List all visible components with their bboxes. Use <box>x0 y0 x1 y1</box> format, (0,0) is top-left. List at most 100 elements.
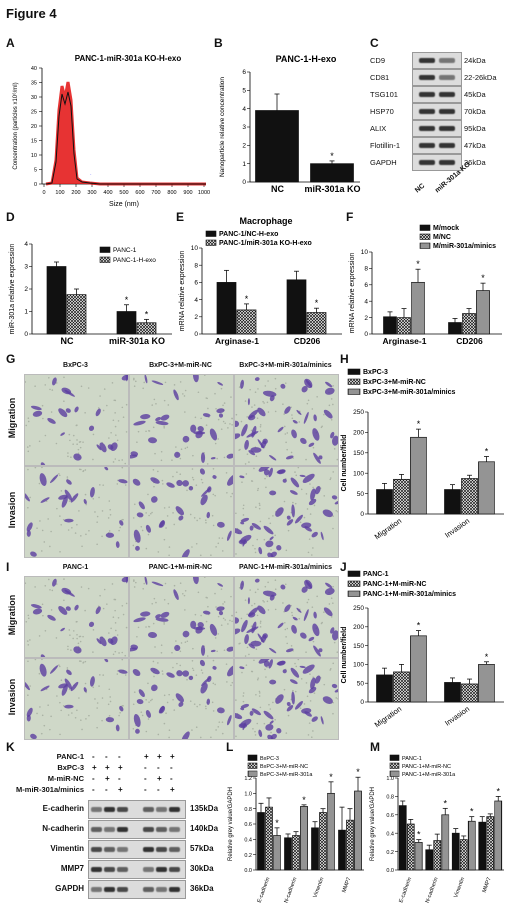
blot-band <box>156 827 167 832</box>
bar <box>441 814 450 871</box>
blot-band <box>117 847 128 852</box>
blot-k-kda-label: 57kDa <box>190 844 214 853</box>
category-label: Arginase-1 <box>215 336 259 346</box>
panel-h-chart: 0 50 100 150 200 250 Cell number/field * Migrati… <box>341 368 504 541</box>
bar <box>461 683 478 703</box>
blot-k-kda-label: 30kDa <box>190 864 214 873</box>
ytick-label: 4 <box>364 298 368 305</box>
panel-letter-h: H <box>340 352 349 366</box>
bar <box>444 489 461 515</box>
blot-k-condition-mark: - <box>118 752 121 761</box>
legend-swatch <box>347 580 361 587</box>
blot-k-kda-label: 135kDa <box>190 804 219 813</box>
blot-c-protein-label: ALIX <box>370 124 387 133</box>
a-ytick-label: 0 <box>34 182 37 188</box>
blot-band <box>143 847 154 852</box>
blot-c-kda-label: 70kDa <box>464 107 486 116</box>
panel-letter-m: M <box>370 740 380 754</box>
panel-c: CD9 24kDa CD81 22-26kDa TSG101 45kDa HSP70 70kD… <box>370 52 506 212</box>
ytick-label: 3 <box>24 264 28 271</box>
ytick-label: 200 <box>353 624 364 631</box>
blot-band <box>419 92 435 97</box>
blot-band <box>117 827 128 832</box>
ytick-label: 0 <box>242 179 246 186</box>
blot-c-strip <box>412 120 462 137</box>
significance-star: * <box>416 259 420 269</box>
micrograph-image <box>129 374 234 466</box>
blot-k-condition-mark: + <box>170 752 175 761</box>
significance-star: * <box>470 807 474 817</box>
blot-band <box>143 807 154 812</box>
micrograph-image <box>24 576 129 658</box>
blot-c-kda-label: 45kDa <box>464 90 486 99</box>
panel-l: 0.0 0.2 0.4 0.6 0.8 1.0 1.2 Relative grey value… <box>226 752 368 908</box>
panel-e-chart: 0 2 4 6 8 10 mRNA relative expression * Arginase… <box>179 216 342 346</box>
category-label: E-cadherin <box>398 877 413 904</box>
ytick-label: 6 <box>194 280 198 287</box>
y-axis-label: Relative grey value/GAPDH <box>228 787 234 861</box>
panel-a-xlabel: Size (nm) <box>109 201 139 208</box>
significance-star: * <box>315 298 319 308</box>
blot-k-condition-mark: + <box>118 785 123 794</box>
blot-c-protein-label: CD81 <box>370 73 390 82</box>
panel-a-error-band <box>45 81 206 186</box>
ytick-label: 0 <box>360 699 364 706</box>
blot-k-condition-mark: + <box>118 763 123 772</box>
panel-letter-l: L <box>226 740 234 754</box>
micrograph-image <box>129 576 234 658</box>
category-label: MMP7 <box>482 877 493 894</box>
panel-f: 0 2 4 6 8 10 mRNA relative expression * Arginase… <box>346 222 506 352</box>
ytick-label: 1.0 <box>244 792 252 798</box>
category-label: CD206 <box>294 336 321 346</box>
panel-a: PANC-1-miR-301a KO-H-exo 0 5 10 15 20 25 30 35 4… <box>10 50 210 210</box>
blot-k-protein-label: E-cadherin <box>42 804 84 813</box>
blot-band <box>91 867 102 872</box>
legend-label: BxPC-3+M-miR-301a <box>260 772 313 778</box>
bar <box>284 837 292 871</box>
category-label: Invasion <box>443 516 471 539</box>
significance-star: * <box>302 795 306 805</box>
panel-a-xticks: 0 100 200 300 400 500 600 700 800 900 1000 <box>42 184 210 196</box>
blot-c-protein-label: CD9 <box>370 56 386 65</box>
blot-k-kda-label: 36kDa <box>190 884 214 893</box>
blot-band <box>439 143 455 148</box>
blot-band <box>91 807 102 812</box>
ytick-label: 6 <box>242 69 246 76</box>
blot-k-condition-mark: + <box>157 752 162 761</box>
micrograph-column-label: PANC-1+M-miR-301a/minics <box>238 564 333 571</box>
category-label: Migration <box>373 516 403 541</box>
bar <box>393 478 410 515</box>
legend-swatch <box>247 754 258 761</box>
ytick-label: 100 <box>353 470 364 477</box>
category-label: Vimentin <box>312 877 325 899</box>
ytick-label: 2 <box>24 286 28 293</box>
ytick-label: 250 <box>353 409 364 416</box>
significance-star: * <box>275 818 279 828</box>
a-ytick-label: 40 <box>31 66 37 72</box>
a-xtick-label: 300 <box>87 190 96 196</box>
bar <box>478 461 495 515</box>
blot-c-strip <box>412 86 462 103</box>
bar <box>462 313 476 335</box>
chart-title: PANC-1-H-exo <box>276 54 337 64</box>
ytick-label: 0.4 <box>386 831 394 837</box>
bar <box>476 290 490 335</box>
blot-band <box>439 58 455 63</box>
legend-swatch <box>205 239 217 246</box>
blot-band <box>439 109 455 114</box>
blot-k-condition-mark: - <box>118 774 121 783</box>
blot-k-condition-label: M-miR-301a/minics <box>16 785 84 794</box>
a-xtick-label: 900 <box>183 190 192 196</box>
category-label: NC <box>61 336 74 346</box>
bar <box>383 316 397 335</box>
bar <box>257 812 265 871</box>
blot-k-condition-mark: - <box>105 785 108 794</box>
blot-band <box>143 887 154 892</box>
ytick-label: 5 <box>242 88 246 95</box>
significance-star: * <box>417 830 421 840</box>
legend-label: PANC-1+M-miR-NC <box>402 764 451 770</box>
blot-k-strip <box>88 820 186 839</box>
blot-k-protein-label: MMP7 <box>60 864 84 873</box>
panel-letter-g: G <box>6 352 16 366</box>
ytick-label: 0.8 <box>386 795 394 801</box>
